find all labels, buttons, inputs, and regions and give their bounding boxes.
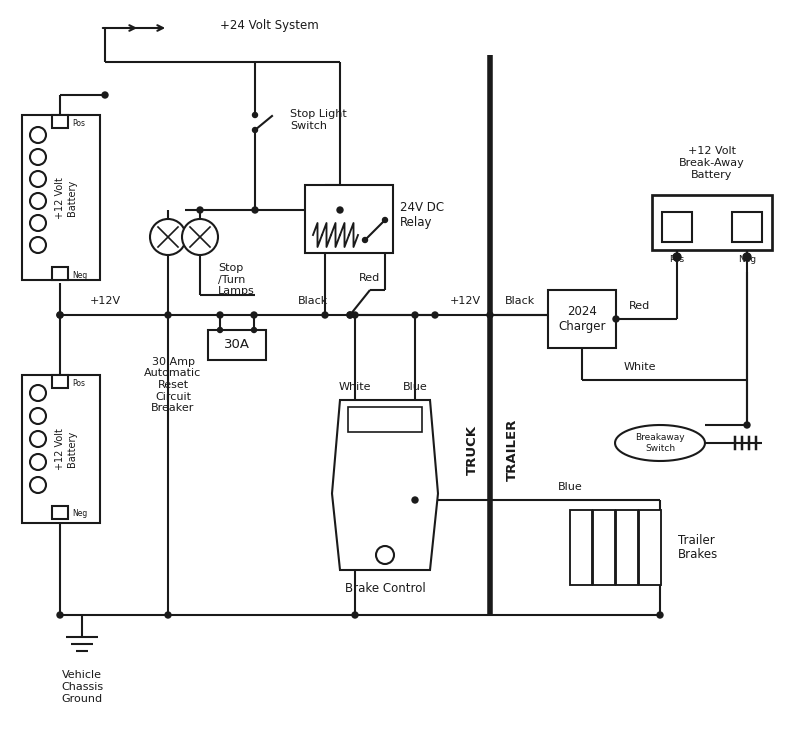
Text: Red: Red: [358, 273, 380, 283]
Text: 24V DC
Relay: 24V DC Relay: [400, 201, 444, 229]
Bar: [52, 506, 68, 519]
Bar: [639, 510, 661, 585]
Bar: [652, 195, 772, 250]
Bar: [662, 212, 692, 242]
Circle shape: [182, 219, 218, 255]
Circle shape: [352, 312, 358, 318]
Text: Breakaway
Switch: Breakaway Switch: [635, 433, 685, 452]
Text: Neg: Neg: [72, 270, 87, 279]
Polygon shape: [332, 400, 438, 570]
Text: Brake Control: Brake Control: [345, 581, 426, 594]
Circle shape: [743, 253, 751, 261]
Circle shape: [347, 312, 353, 318]
Text: Pos: Pos: [72, 379, 85, 387]
Circle shape: [347, 312, 353, 318]
Circle shape: [165, 612, 171, 618]
Circle shape: [412, 312, 418, 318]
Text: Pos: Pos: [670, 256, 685, 265]
Bar: [593, 510, 615, 585]
Text: +12V: +12V: [450, 296, 481, 306]
Circle shape: [150, 219, 186, 255]
Bar: [52, 115, 68, 128]
Circle shape: [487, 312, 493, 318]
Circle shape: [412, 497, 418, 503]
Text: Black: Black: [298, 296, 328, 306]
Circle shape: [322, 312, 328, 318]
Bar: [732, 212, 762, 242]
Bar: [52, 375, 68, 388]
Text: 30 Amp
Automatic
Reset
Circuit
Breaker: 30 Amp Automatic Reset Circuit Breaker: [144, 357, 202, 413]
Circle shape: [30, 237, 46, 253]
Text: Neg: Neg: [72, 510, 87, 518]
Text: +12 Volt
Battery: +12 Volt Battery: [55, 428, 77, 470]
Text: 30A: 30A: [224, 338, 250, 352]
Bar: [22, 115, 100, 280]
Circle shape: [253, 127, 258, 132]
Circle shape: [57, 312, 63, 318]
Circle shape: [30, 127, 46, 143]
Bar: [616, 510, 638, 585]
Circle shape: [57, 312, 63, 318]
Circle shape: [352, 612, 358, 618]
Circle shape: [744, 422, 750, 428]
Circle shape: [337, 207, 343, 213]
Text: Black: Black: [505, 296, 535, 306]
Circle shape: [251, 327, 257, 333]
Text: Neg: Neg: [738, 256, 756, 265]
Circle shape: [362, 238, 367, 243]
Circle shape: [218, 327, 222, 333]
Circle shape: [376, 546, 394, 564]
Circle shape: [197, 207, 203, 213]
Circle shape: [30, 193, 46, 209]
Text: +24 Volt System: +24 Volt System: [220, 20, 318, 32]
Circle shape: [102, 92, 108, 98]
Circle shape: [30, 431, 46, 447]
Circle shape: [657, 612, 663, 618]
Circle shape: [30, 477, 46, 493]
Circle shape: [165, 312, 171, 318]
Bar: [305, 185, 393, 253]
Text: Pos: Pos: [72, 118, 85, 127]
Text: +12V: +12V: [90, 296, 121, 306]
Bar: [548, 290, 616, 348]
Text: White: White: [624, 362, 656, 372]
Circle shape: [253, 113, 258, 118]
Circle shape: [217, 312, 223, 318]
Text: Stop
/Turn
Lamps: Stop /Turn Lamps: [218, 263, 254, 296]
Text: +12 Volt
Break-Away
Battery: +12 Volt Break-Away Battery: [679, 146, 745, 180]
Text: Blue: Blue: [558, 482, 582, 492]
Polygon shape: [615, 425, 705, 461]
Text: Stop Light
Switch: Stop Light Switch: [290, 109, 346, 131]
Text: TRAILER: TRAILER: [506, 419, 518, 481]
Bar: [52, 267, 68, 280]
Circle shape: [432, 312, 438, 318]
Bar: [22, 375, 100, 523]
Circle shape: [252, 207, 258, 213]
Circle shape: [30, 454, 46, 470]
Text: White: White: [338, 382, 371, 392]
Circle shape: [30, 408, 46, 424]
Text: Trailer
Brakes: Trailer Brakes: [678, 534, 718, 561]
Bar: [208, 330, 266, 360]
Circle shape: [30, 149, 46, 165]
Text: Vehicle
Chassis
Ground: Vehicle Chassis Ground: [61, 670, 103, 704]
Bar: [570, 510, 592, 585]
Circle shape: [30, 171, 46, 187]
Circle shape: [251, 312, 257, 318]
Text: 2024
Charger: 2024 Charger: [558, 305, 606, 333]
Text: +12 Volt
Battery: +12 Volt Battery: [55, 177, 77, 219]
Text: TRUCK: TRUCK: [466, 425, 478, 475]
Text: Blue: Blue: [402, 382, 427, 392]
Text: Red: Red: [630, 301, 650, 311]
Circle shape: [382, 218, 387, 222]
Circle shape: [57, 612, 63, 618]
Circle shape: [673, 253, 681, 261]
Circle shape: [30, 385, 46, 401]
Circle shape: [613, 316, 619, 322]
Bar: [348, 407, 422, 432]
Circle shape: [30, 215, 46, 231]
